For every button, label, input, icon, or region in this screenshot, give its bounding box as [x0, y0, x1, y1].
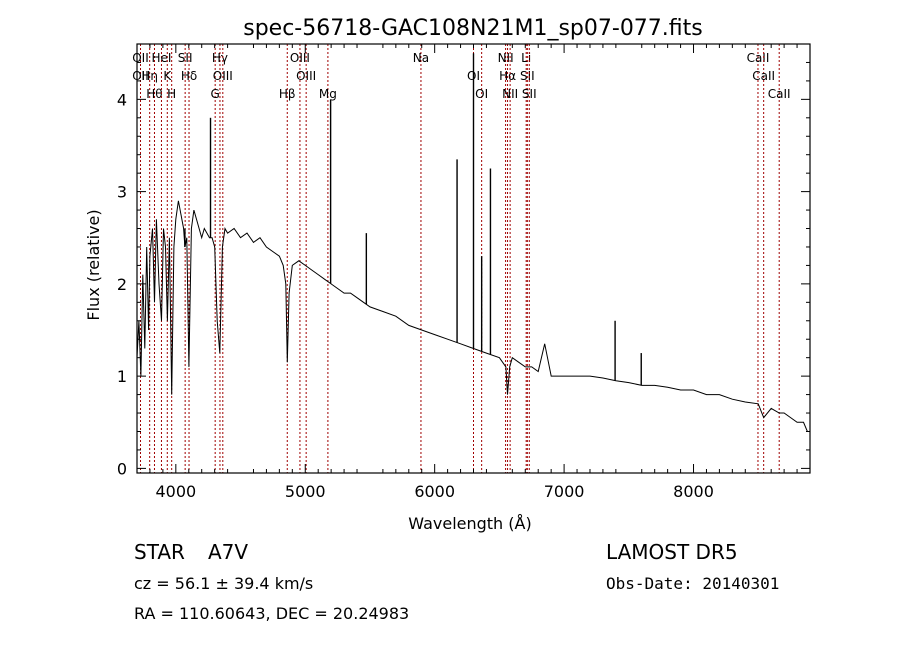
redshift-text: cz = 56.1 ± 39.4 km/s — [134, 574, 314, 593]
coordinates-text: RA = 110.60643, DEC = 20.24983 — [134, 604, 410, 623]
line-marker-label: HeI — [151, 51, 171, 65]
line-marker-label: NII — [502, 87, 518, 101]
y-tick-label: 2 — [117, 275, 127, 294]
line-marker-label: Hα — [499, 69, 516, 83]
line-marker-label: Hη — [141, 69, 158, 83]
spectrum-line — [136, 200, 808, 432]
line-markers: OIIOIIHηHθHeIKHSIIHδGHγOIIIHβOIIIOIIIMgN… — [132, 44, 791, 473]
line-marker-label: Hδ — [181, 69, 197, 83]
line-marker-label: Hθ — [146, 87, 162, 101]
line-marker-label: OII — [132, 69, 149, 83]
chart-title: spec-56718-GAC108N21M1_sp07-077.fits — [243, 16, 703, 41]
line-marker-label: G — [211, 87, 220, 101]
line-marker-label: NII — [498, 51, 514, 65]
line-marker-label: Li — [521, 51, 531, 65]
x-tick-label: 4000 — [155, 482, 196, 501]
obs-date-text: Obs-Date: 20140301 — [606, 574, 780, 593]
x-tick-label: 5000 — [285, 482, 326, 501]
line-marker-label: OI — [475, 87, 488, 101]
line-marker-label: CaII — [747, 51, 770, 65]
line-marker-label: K — [163, 69, 172, 83]
line-marker-label: H — [167, 87, 176, 101]
axis-ticks: 4000 5000 6000 7000 8000 0 1 2 3 4 — [117, 44, 811, 501]
line-marker-label: SII — [178, 51, 193, 65]
line-marker-label: OIII — [296, 69, 316, 83]
line-marker-label: CaII — [768, 87, 791, 101]
line-marker-label: Hγ — [212, 51, 228, 65]
line-marker-label: SII — [520, 69, 535, 83]
line-marker-label: Mg — [319, 87, 337, 101]
line-marker-label: OIII — [290, 51, 310, 65]
survey-name: LAMOST DR5 — [606, 540, 738, 564]
y-tick-label: 4 — [117, 90, 127, 109]
object-class: STAR — [134, 540, 185, 564]
line-marker-label: Hβ — [279, 87, 296, 101]
y-axis-label: Flux (relative) — [84, 209, 103, 320]
x-tick-label: 7000 — [544, 482, 585, 501]
line-marker-label: SII — [522, 87, 537, 101]
y-tick-label: 3 — [117, 183, 127, 202]
x-tick-label: 8000 — [673, 482, 714, 501]
y-tick-label: 0 — [117, 459, 127, 478]
x-axis-label: Wavelength (Å) — [408, 514, 531, 533]
line-marker-label: OIII — [213, 69, 233, 83]
y-tick-label: 1 — [117, 367, 127, 386]
x-tick-label: 6000 — [414, 482, 455, 501]
line-marker-label: Na — [413, 51, 429, 65]
object-subclass: A7V — [208, 540, 249, 564]
line-marker-label: OII — [132, 51, 149, 65]
line-marker-label: CaII — [752, 69, 775, 83]
spectrum-series — [136, 53, 808, 432]
